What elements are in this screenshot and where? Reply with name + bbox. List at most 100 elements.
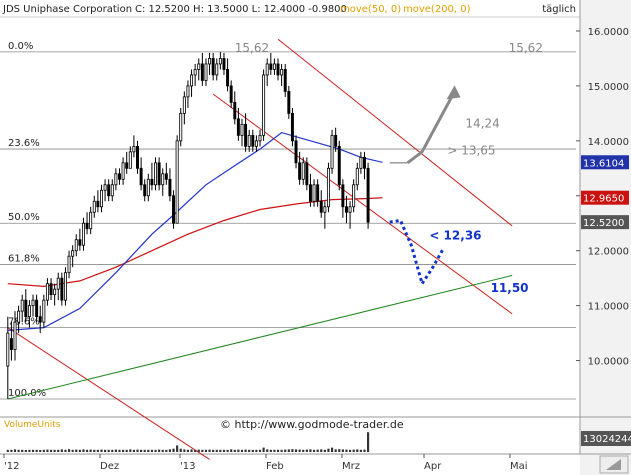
candle-body [60, 277, 64, 301]
candle-body [128, 151, 132, 169]
downtrend-line [7, 327, 210, 460]
volume-bar [154, 449, 157, 452]
candle-body [215, 63, 219, 76]
forecast-up-arrowhead [446, 85, 461, 100]
annotation-label: > 13,65 [447, 144, 495, 158]
candle-body [45, 283, 49, 301]
candle-body [6, 332, 10, 367]
candle-body [85, 222, 89, 230]
candle-body [226, 69, 230, 87]
volume-bar [28, 449, 31, 452]
volume-bar [158, 449, 161, 452]
volume-bar [190, 449, 193, 452]
candle-body [78, 239, 82, 246]
volume-bar [294, 449, 298, 452]
volume-bar [248, 449, 251, 452]
moving-averages [7, 131, 383, 331]
candle-body [92, 200, 96, 213]
header-quote: C: 12.5200 H: 13.5000 L: 12.4000 -0.9800 [135, 4, 347, 15]
volume-bar [35, 449, 38, 452]
volume-bar [327, 448, 330, 452]
volume-bar [330, 447, 334, 452]
candle-body [132, 145, 136, 153]
support-line [7, 274, 513, 400]
volume-bar [31, 449, 35, 452]
volume-bar [161, 449, 164, 452]
candle-body [114, 173, 118, 186]
volume-bar [13, 449, 17, 452]
candle-body [27, 305, 31, 318]
candle-body [49, 283, 53, 296]
y-tick-label: 14.0000 [588, 137, 629, 148]
volume-bar [89, 449, 92, 452]
candle-body [67, 255, 71, 274]
candle-body [31, 299, 35, 307]
volume-bar [93, 449, 96, 452]
volume-bar [309, 449, 312, 452]
candle-body [154, 162, 157, 186]
volume-bar [338, 449, 341, 452]
volume-units-label: VolumeUnits [4, 420, 61, 430]
volume-bar [17, 449, 20, 452]
volume-bar [42, 449, 45, 452]
volume-bar [140, 449, 143, 452]
volume-bar [352, 449, 355, 452]
candle-body [262, 74, 266, 136]
volume-bar [215, 449, 218, 452]
annotation-label: 14,24 [465, 117, 499, 131]
candle-body [229, 85, 233, 103]
header-ma50: move(50, 0) [340, 4, 401, 15]
volume-bar [251, 449, 254, 452]
fib-level-label: 50.0% [8, 212, 40, 223]
candle-body [269, 63, 273, 70]
trend-lines [7, 38, 513, 460]
candle-body [110, 184, 114, 197]
volume-bar [204, 449, 208, 452]
price-box-label: 12.9650 [583, 194, 624, 205]
candle-body [125, 162, 129, 169]
candle-body [157, 162, 161, 186]
volume-bar [67, 449, 71, 452]
x-tick-label: '12 [4, 461, 19, 472]
candle-body [337, 145, 341, 186]
candle-body [42, 299, 46, 323]
copyright-text: © http://www.godmode-trader.de [220, 418, 404, 431]
candle-body [81, 222, 85, 246]
candle-body [355, 167, 359, 186]
candle-body [244, 123, 248, 147]
volume-bar [24, 450, 27, 452]
candle-body [233, 101, 237, 120]
candle-body [121, 162, 125, 180]
candle-body [197, 63, 201, 70]
volume-bar [10, 449, 13, 452]
volume-bar [219, 449, 222, 452]
ma200-line [7, 197, 383, 288]
volume-bar [82, 449, 85, 452]
volume-bar [114, 449, 117, 452]
volume-bar [273, 449, 276, 452]
header-symbol: JDS Uniphase Corporation [2, 4, 132, 15]
header-interval: täglich [542, 4, 576, 15]
candle-body [56, 277, 60, 290]
candle-body [247, 134, 251, 147]
candle-body [146, 178, 150, 197]
volume-bar [122, 449, 125, 452]
candle-body [35, 299, 39, 318]
volume-bar [334, 449, 337, 452]
volume-bar [39, 450, 42, 452]
candle-body [172, 195, 176, 224]
volume-bar [179, 448, 182, 452]
candle-body [182, 96, 186, 114]
candle-body [341, 184, 345, 208]
price-box-ma50 [581, 155, 629, 170]
price-box-label: 12.5200 [583, 218, 624, 229]
volume-bar [269, 449, 272, 452]
volume-bar [367, 432, 370, 452]
candle-body [107, 184, 111, 197]
candlesticks [6, 51, 370, 400]
price-boxes: 13.6104 12.9650 12.5200 [581, 155, 629, 230]
y-tick-label: 16.0000 [588, 27, 629, 38]
candle-body [323, 206, 327, 213]
ma50-line [7, 131, 383, 331]
candle-body [330, 134, 334, 169]
